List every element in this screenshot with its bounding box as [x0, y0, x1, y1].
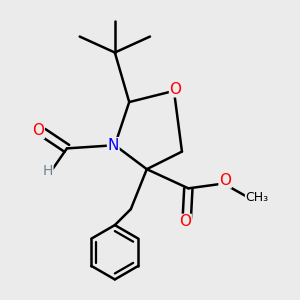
Text: O: O	[32, 123, 44, 138]
Text: O: O	[169, 82, 181, 97]
Text: N: N	[108, 138, 119, 153]
Text: O: O	[179, 214, 191, 230]
Text: O: O	[219, 173, 231, 188]
Text: CH₃: CH₃	[245, 191, 268, 204]
Text: H: H	[43, 164, 53, 178]
